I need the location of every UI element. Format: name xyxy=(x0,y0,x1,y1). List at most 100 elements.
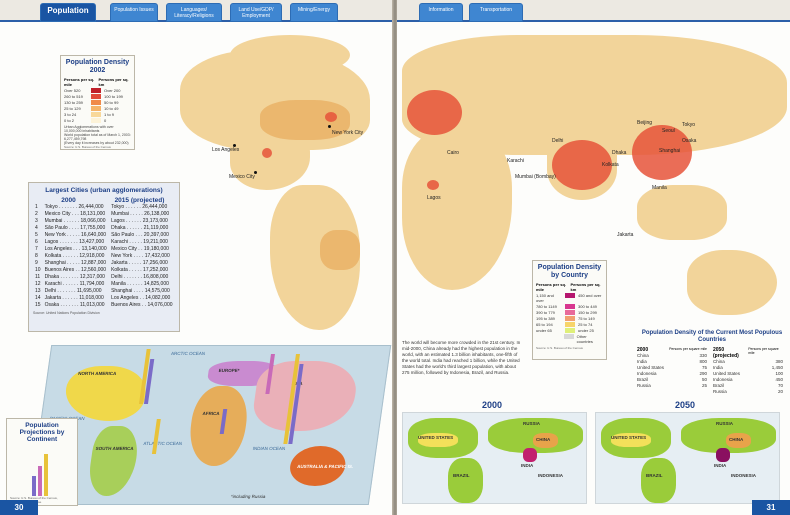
los-angeles-marker xyxy=(233,144,236,147)
country-name: United States xyxy=(637,365,665,370)
table-row: 2 Mexico City . . . 18,131,000 Mumbai . . … xyxy=(33,211,175,218)
globe-africa-label: AFRICA xyxy=(202,411,220,416)
mini-2050-usa-label: UNITED STATES xyxy=(611,435,647,440)
mini-2000-sa xyxy=(448,458,483,503)
globe-na-label: NORTH AMERICA xyxy=(77,371,117,376)
density-country-km-value: 450 and over xyxy=(578,293,602,298)
density-country-row: 780 to 1149 300 to 449 xyxy=(536,304,603,309)
list-item: Russia 20 xyxy=(713,389,783,395)
country-density: 450 xyxy=(775,377,783,382)
mini-2000-china xyxy=(533,433,558,448)
mini-2000-usa xyxy=(418,433,458,447)
density-country-swatch xyxy=(564,334,574,339)
populous-unit-2: Persons per square mile xyxy=(748,347,779,355)
list-item: Indonesia 450 xyxy=(713,377,783,383)
density-country-km-value: Other countries xyxy=(576,334,593,344)
city-2000: Osaka . . . . . . . 11,013,000 xyxy=(44,302,105,308)
density-country-km-value: under 25 xyxy=(578,328,594,333)
city-rank: 6 xyxy=(35,239,38,245)
mini-map-2000-title: 2000 xyxy=(482,400,503,410)
tab-information[interactable]: Information xyxy=(419,3,463,22)
legend-bar-3 xyxy=(44,454,48,496)
density-country-mile-value: 780 to 1149 xyxy=(536,304,557,309)
city-2015: Karachi . . . . . 19,211,000 xyxy=(111,239,168,245)
density-2002-mile-value: 25 to 129 xyxy=(64,106,81,111)
density-country-legend: Population Density by Country Persons pe… xyxy=(532,260,607,360)
mini-map-2050-title: 2050 xyxy=(675,400,696,410)
projection-map: NORTH AMERICA SOUTH AMERICA EUROPE* AFRI… xyxy=(28,345,392,505)
table-row: 12 Karachi . . . . . . 11,794,000 Manila .… xyxy=(33,281,175,288)
populous-2050-list: China 380 India 1,450 United States 100 Indone… xyxy=(713,359,783,395)
density-country-swatch xyxy=(565,328,575,333)
density-country-swatch xyxy=(565,322,575,327)
table-row: 14 Jakarta . . . . . . 11,018,000 Los Ange… xyxy=(33,295,175,302)
globe-africa xyxy=(185,386,252,466)
mexico-city-label: Mexico City xyxy=(229,174,255,180)
globe-footnote: *including Russia xyxy=(230,494,266,499)
city-2015: São Paulo . . . 20,397,000 xyxy=(111,232,169,238)
density-2002-km-value: 10 to 49 xyxy=(104,106,119,111)
mini-2050-russia-label: RUSSIA xyxy=(716,421,734,426)
legend-bar-2 xyxy=(38,466,42,496)
city-rank: 11 xyxy=(35,274,41,280)
city-2000: Mumbai . . . . . . 18,066,000 xyxy=(44,218,106,224)
density-2002-note1: Urban Agglomerations with over 10,000,00… xyxy=(64,125,114,133)
table-row: 3 Mumbai . . . . . . 18,066,000 Lagos . . … xyxy=(33,218,175,225)
cities-2015-header: 2015 (projected) xyxy=(114,197,165,204)
seoul-label: Seoul xyxy=(662,128,675,134)
density-country-km-value: 150 to 299 xyxy=(578,310,597,315)
city-2000: Delhi . . . . . . . 11,695,000 xyxy=(44,288,102,294)
mini-2000-china-label: CHINA xyxy=(536,437,551,442)
city-2000: Jakarta . . . . . . 11,018,000 xyxy=(44,295,104,301)
globe-australia-label: AUSTRALIA & PACIFIC IS. xyxy=(296,464,354,469)
list-item: Russia 25 xyxy=(637,383,707,389)
city-2015: Kolkata . . . . . 17,252,000 xyxy=(111,267,169,273)
tab-mining[interactable]: Mining/Energy xyxy=(290,3,338,22)
table-row: 5 New York . . . . . 16,640,000 São Paulo … xyxy=(33,232,175,239)
density-swatch xyxy=(91,112,101,117)
density-2002-row: 260 to 519 100 to 199 xyxy=(64,94,131,99)
tab-transportation[interactable]: Transportation xyxy=(469,3,523,22)
density-country-km-value: 75 to 149 xyxy=(578,316,595,321)
tab-languages[interactable]: Languages/ Literacy/Religions xyxy=(166,3,222,22)
density-2002-km-value: 1 to 9 xyxy=(104,112,115,117)
city-2000: Los Angeles . . . 13,140,000 xyxy=(44,246,107,252)
density-2002-note3: (Every day it increases by about 232,000… xyxy=(64,141,129,145)
density-2002-row: 25 to 129 10 to 49 xyxy=(64,106,131,111)
country-density: 20 xyxy=(777,389,783,394)
density-country-row: 195 to 389 75 to 149 xyxy=(536,316,603,321)
density-2002-mile-value: 3 to 24 xyxy=(64,112,77,117)
tab-population[interactable]: Population xyxy=(40,3,96,22)
density-2002-legend: Population Density 2002 Persons per sq. … xyxy=(60,55,135,150)
mini-2000-india xyxy=(523,448,537,462)
mini-2050-sa xyxy=(641,458,676,503)
delhi-label: Delhi xyxy=(552,138,564,144)
city-2015: Jakarta . . . . . 17,256,000 xyxy=(111,260,168,266)
city-rank: 12 xyxy=(35,281,41,287)
density-2002-title: Population Density 2002 xyxy=(65,59,130,74)
globe-asia xyxy=(250,361,360,431)
mini-2000-russia-label: RUSSIA xyxy=(523,421,541,426)
los-angeles-label: Los Angeles xyxy=(212,147,240,153)
table-row: 9 Shanghai . . . . . 12,887,000 Jakarta . … xyxy=(33,260,175,267)
sa-bar xyxy=(151,419,161,454)
city-2000: Lagos . . . . . . . 13,427,000 xyxy=(44,239,105,245)
city-rank: 13 xyxy=(35,288,41,294)
globe-europe-label: EUROPE* xyxy=(218,368,240,373)
globe-arctic-label: ARCTIC OCEAN xyxy=(170,351,206,356)
australia-landmass xyxy=(687,250,777,315)
city-2015: Shanghai . . . . 14,575,000 xyxy=(111,288,170,294)
density-2002-km-value: Over 200 xyxy=(104,88,121,93)
page-number-left: 30 xyxy=(0,500,38,515)
tab-land-use[interactable]: Land Use/GDP/ Employment xyxy=(230,3,282,22)
city-rank: 1 xyxy=(35,204,38,210)
tab-population-issues[interactable]: Population Issues xyxy=(110,3,158,22)
density-country-rows: 1,150 and over 450 and over 780 to 1149 300… xyxy=(536,293,603,344)
populous-2000-list: China 330 India 800 United States 75 Indonesia… xyxy=(637,353,707,389)
list-item: India 800 xyxy=(637,359,707,365)
africa-landmass xyxy=(402,130,512,290)
globe-atlantic-label: ATLANTIC OCEAN xyxy=(143,441,183,446)
city-2015: Mumbai . . . . . 26,138,000 xyxy=(111,211,170,217)
city-2000: Buenos Aires . . 12,560,000 xyxy=(44,267,107,273)
city-2000: Karachi . . . . . . 11,794,000 xyxy=(44,281,105,287)
